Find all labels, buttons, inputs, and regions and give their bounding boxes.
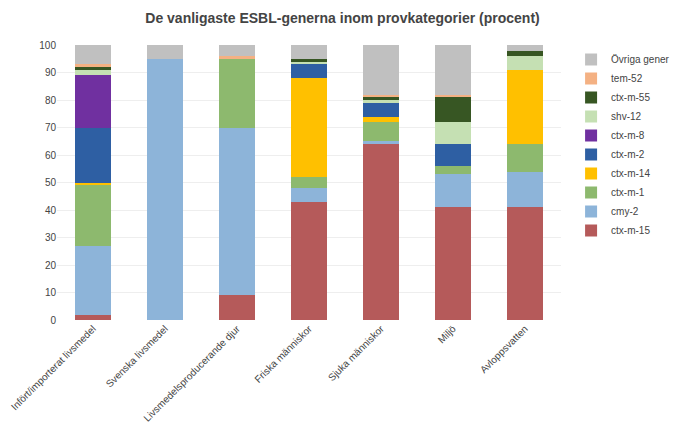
svg-text:Övriga gener: Övriga gener xyxy=(611,54,669,65)
svg-text:10: 10 xyxy=(45,287,57,298)
svg-text:Friska människor: Friska människor xyxy=(252,323,314,385)
svg-text:90: 90 xyxy=(45,67,57,78)
svg-text:cmy-2: cmy-2 xyxy=(611,206,639,217)
svg-text:ctx-m-15: ctx-m-15 xyxy=(611,225,650,236)
svg-text:ctx-m-2: ctx-m-2 xyxy=(611,149,645,160)
svg-text:Sjuka människor: Sjuka människor xyxy=(326,323,387,384)
svg-text:70: 70 xyxy=(45,122,57,133)
svg-text:tem-52: tem-52 xyxy=(611,73,643,84)
svg-text:Avloppsvatten: Avloppsvatten xyxy=(478,323,530,375)
svg-text:60: 60 xyxy=(45,150,57,161)
svg-text:80: 80 xyxy=(45,95,57,106)
svg-text:0: 0 xyxy=(50,315,56,326)
svg-text:De vanligaste ESBL-generna ino: De vanligaste ESBL-generna inom provkate… xyxy=(145,10,539,26)
svg-text:ctx-m-14: ctx-m-14 xyxy=(611,168,650,179)
svg-text:50: 50 xyxy=(45,177,57,188)
svg-text:Miljö: Miljö xyxy=(436,323,459,346)
svg-text:20: 20 xyxy=(45,260,57,271)
svg-text:Livsmedelsproducerande djur: Livsmedelsproducerande djur xyxy=(141,323,242,424)
svg-text:Infört/importerat livsmedel: Infört/importerat livsmedel xyxy=(9,323,98,412)
svg-text:ctx-m-1: ctx-m-1 xyxy=(611,187,645,198)
svg-text:ctx-m-55: ctx-m-55 xyxy=(611,92,650,103)
svg-text:30: 30 xyxy=(45,232,57,243)
svg-text:shv-12: shv-12 xyxy=(611,111,641,122)
svg-text:Svenska livsmedel: Svenska livsmedel xyxy=(104,323,170,389)
svg-text:100: 100 xyxy=(39,40,56,51)
svg-text:40: 40 xyxy=(45,205,57,216)
svg-text:ctx-m-8: ctx-m-8 xyxy=(611,130,645,141)
